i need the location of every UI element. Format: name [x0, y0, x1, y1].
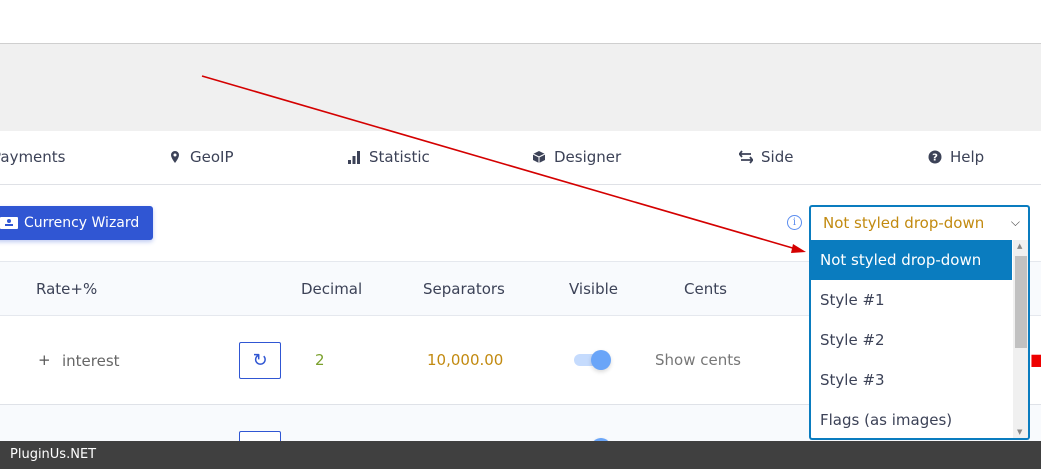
tab-designer[interactable]: Designer [532, 148, 621, 166]
bar-chart-icon [348, 151, 360, 164]
selected-value: Not styled drop-down [823, 214, 985, 232]
tab-statistic[interactable]: Statistic [347, 148, 430, 166]
cube-icon [532, 151, 546, 163]
tab-payments[interactable]: Payments [0, 148, 65, 166]
scroll-up-icon[interactable]: ▲ [1017, 242, 1023, 250]
currency-wizard-button[interactable]: Currency Wizard [0, 206, 153, 240]
tab-side[interactable]: Side [739, 148, 793, 166]
wizard-icon [0, 217, 18, 229]
separators-value[interactable]: 10,000.00 [427, 351, 504, 369]
tab-help[interactable]: ? Help [928, 148, 984, 166]
chevron-down-icon: ⌵ [1010, 215, 1020, 229]
header-band [0, 44, 1041, 131]
dropdown-option[interactable]: Not styled drop-down [811, 240, 1012, 280]
dropdown-option[interactable]: Flags (as images) [820, 411, 953, 429]
col-rate: Rate+% [36, 280, 98, 298]
rate-label: interest [62, 352, 120, 370]
col-separators: Separators [423, 280, 505, 298]
footer-bar: PluginUs.NET [0, 441, 1041, 469]
map-marker-icon [171, 151, 179, 163]
footer-brand: PluginUs.NET [10, 447, 97, 462]
tab-label: GeoIP [190, 148, 234, 166]
dropdown-option[interactable]: Style #3 [820, 371, 885, 389]
col-cents: Cents [684, 280, 727, 298]
cents-value[interactable]: Show cents [655, 351, 741, 369]
tab-geoip[interactable]: GeoIP [168, 148, 234, 166]
refresh-icon: ↻ [252, 350, 268, 371]
browser-top [0, 0, 1041, 44]
tab-label: Statistic [369, 148, 430, 166]
col-visible: Visible [569, 280, 618, 298]
dropdown-scrollbar[interactable]: ▲ ▼ [1013, 240, 1028, 438]
style-dropdown-list: Not styled drop-down Style #1 Style #2 S… [809, 240, 1030, 440]
plus-icon[interactable]: + [38, 351, 51, 369]
scroll-down-icon[interactable]: ▼ [1017, 428, 1023, 436]
visible-toggle[interactable] [574, 350, 612, 370]
tab-label: Help [950, 148, 985, 166]
col-decimal: Decimal [301, 280, 363, 298]
style-select[interactable]: Not styled drop-down ⌵ [809, 205, 1030, 241]
dropdown-option[interactable]: Style #2 [820, 331, 885, 349]
decimal-value[interactable]: 2 [315, 351, 325, 369]
tab-label: Side [761, 148, 794, 166]
dropdown-option[interactable]: Style #1 [820, 291, 885, 309]
refresh-rate-button[interactable]: ↻ [239, 342, 281, 379]
info-icon[interactable]: i [787, 215, 802, 230]
svg-text:?: ? [932, 153, 938, 164]
question-circle-icon: ? [928, 150, 942, 164]
tab-label: Designer [554, 148, 622, 166]
tab-nav: Payments GeoIP Statistic Designer Side ?… [0, 131, 1041, 185]
delete-icon[interactable]: ■ [1030, 350, 1041, 369]
tab-label: Payments [0, 148, 66, 166]
scrollbar-thumb[interactable] [1015, 256, 1027, 348]
exchange-icon [739, 150, 753, 164]
button-label: Currency Wizard [24, 215, 140, 231]
